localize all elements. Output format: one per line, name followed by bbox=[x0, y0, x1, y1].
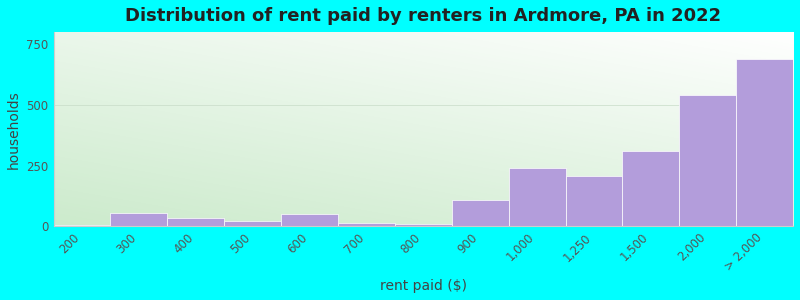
Bar bbox=[110, 213, 167, 226]
Bar bbox=[281, 214, 338, 226]
Bar bbox=[736, 59, 793, 226]
Bar bbox=[509, 168, 566, 226]
Bar bbox=[54, 225, 110, 226]
Bar bbox=[338, 223, 395, 226]
X-axis label: rent paid ($): rent paid ($) bbox=[380, 279, 467, 293]
Bar bbox=[224, 221, 281, 226]
Bar bbox=[566, 176, 622, 226]
Bar bbox=[679, 95, 736, 226]
Title: Distribution of rent paid by renters in Ardmore, PA in 2022: Distribution of rent paid by renters in … bbox=[126, 7, 722, 25]
Bar bbox=[622, 151, 679, 226]
Bar bbox=[395, 224, 452, 226]
Bar bbox=[452, 200, 509, 226]
Y-axis label: households: households bbox=[7, 90, 21, 169]
Bar bbox=[167, 218, 224, 226]
